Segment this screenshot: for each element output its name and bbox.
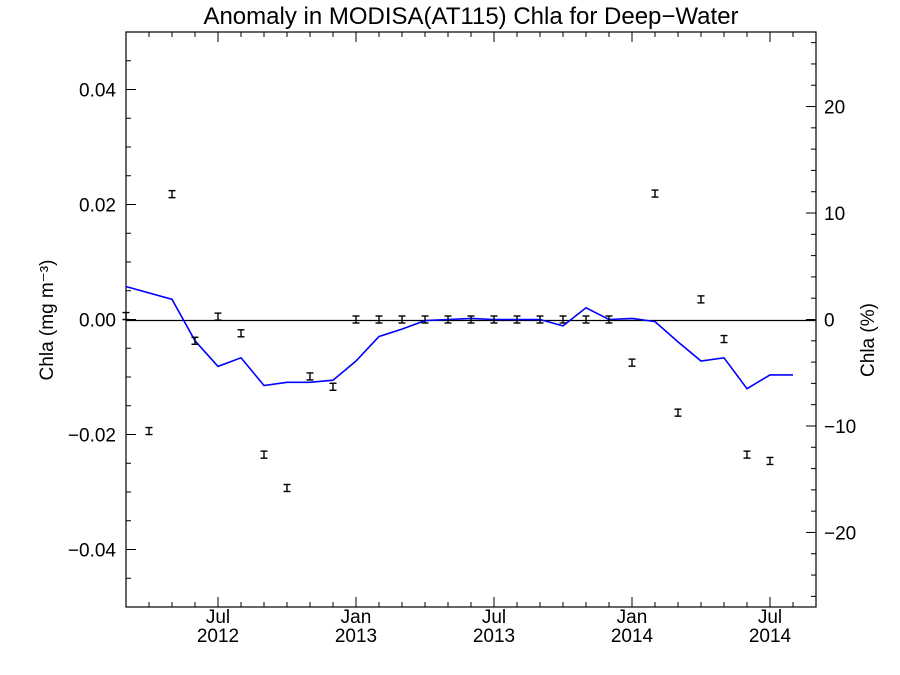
- error-bar-point: [628, 358, 636, 367]
- right-tick-label: −10: [824, 417, 856, 438]
- x-tick-year: 2013: [473, 626, 515, 647]
- error-bar-point: [122, 311, 130, 321]
- error-bar-point: [283, 483, 291, 493]
- x-tick-month: Jan: [341, 607, 372, 628]
- error-bar-point: [375, 315, 383, 324]
- chart-title: Anomaly in MODISA(AT115) Chla for Deep−W…: [203, 3, 738, 30]
- error-bar-point: [743, 450, 751, 459]
- right-tick-label: −20: [824, 523, 856, 544]
- error-bar-point: [352, 315, 360, 324]
- percent-anomaly-line: [126, 285, 793, 390]
- y-axis-label-left: Chla (mg m⁻³): [37, 260, 58, 381]
- y-axis-label-right: Chla (%): [858, 303, 879, 377]
- x-tick-month: Jul: [206, 607, 230, 628]
- x-tick-year: 2014: [749, 626, 792, 647]
- left-tick-label: −0.02: [68, 426, 116, 447]
- x-tick-month: Jan: [617, 607, 648, 628]
- error-bar-point: [605, 315, 613, 324]
- right-axis-ticks: 20 10 0 −10 −20: [806, 42, 856, 597]
- error-bar-point: [237, 329, 245, 338]
- error-bar-point: [766, 456, 774, 466]
- x-tick-month: Jul: [758, 607, 782, 628]
- right-tick-label: 0: [824, 311, 835, 332]
- error-bar-point: [467, 315, 475, 324]
- chla-anomaly-series: [122, 189, 774, 493]
- x-tick-month: Jul: [482, 607, 506, 628]
- x-tick-year: 2012: [197, 626, 239, 647]
- error-bar-point: [697, 295, 705, 304]
- error-bar-point: [536, 315, 544, 324]
- error-bar-point: [260, 450, 268, 459]
- error-bar-point: [582, 315, 590, 324]
- right-tick-label: 20: [824, 98, 845, 119]
- error-bar-point: [421, 315, 429, 324]
- error-bar-point: [559, 315, 567, 324]
- error-bar-point: [674, 408, 682, 417]
- error-bar-point: [306, 372, 314, 381]
- error-bar-point: [214, 312, 222, 321]
- error-bar-point: [490, 315, 498, 324]
- error-bar-point: [651, 189, 659, 198]
- right-tick-label: 10: [824, 204, 845, 225]
- error-bar-point: [720, 334, 728, 344]
- error-bar-point: [513, 315, 521, 324]
- error-bar-point: [145, 426, 153, 436]
- error-bar-point: [444, 315, 452, 324]
- left-tick-label: 0.02: [79, 196, 116, 217]
- error-bar-point: [191, 336, 199, 345]
- error-bar-point: [329, 382, 337, 391]
- error-bar-point: [168, 189, 176, 199]
- left-tick-label: 0.00: [79, 311, 116, 332]
- left-axis-ticks: 0.04 0.02 0.00 −0.02 −0.04: [68, 31, 136, 608]
- left-tick-label: −0.04: [68, 541, 117, 562]
- x-tick-year: 2014: [611, 626, 654, 647]
- left-tick-label: 0.04: [79, 81, 116, 102]
- percent-anomaly-series: [126, 285, 793, 390]
- x-tick-year: 2013: [335, 626, 377, 647]
- error-bar-point: [398, 315, 406, 324]
